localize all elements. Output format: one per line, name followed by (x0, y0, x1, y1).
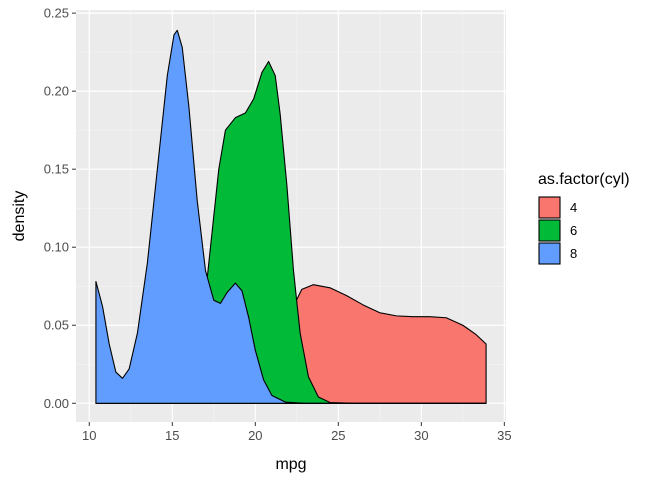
legend-label-6: 6 (570, 223, 577, 238)
x-axis-title: mpg (275, 456, 306, 473)
legend-title: as.factor(cyl) (538, 171, 630, 188)
x-axis: 10 15 20 25 30 35 (82, 422, 512, 443)
y-tick-label: 0.05 (44, 318, 69, 333)
y-tick-label: 0.15 (44, 162, 69, 177)
legend-key-6 (538, 219, 561, 242)
y-tick-label: 0.10 (44, 240, 69, 255)
density-areas (95, 29, 487, 404)
legend-label-4: 4 (570, 200, 577, 215)
y-axis: 0.00 0.05 0.10 0.15 0.20 0.25 (44, 6, 76, 411)
legend-label-8: 8 (570, 246, 577, 261)
y-axis-title: density (11, 191, 28, 242)
density-area-cyl-8 (95, 29, 487, 404)
x-tick-label: 10 (82, 428, 96, 443)
y-tick-label: 0.25 (44, 6, 69, 21)
legend-key-8 (538, 242, 561, 265)
x-tick-label: 15 (165, 428, 179, 443)
legend-key-4 (538, 196, 561, 219)
legend: as.factor(cyl) 4 6 8 (538, 171, 630, 265)
y-tick-label: 0.20 (44, 84, 69, 99)
x-tick-label: 25 (331, 428, 345, 443)
x-tick-label: 30 (414, 428, 428, 443)
y-tick-label: 0.00 (44, 396, 69, 411)
x-tick-label: 35 (497, 428, 511, 443)
x-tick-label: 20 (248, 428, 262, 443)
